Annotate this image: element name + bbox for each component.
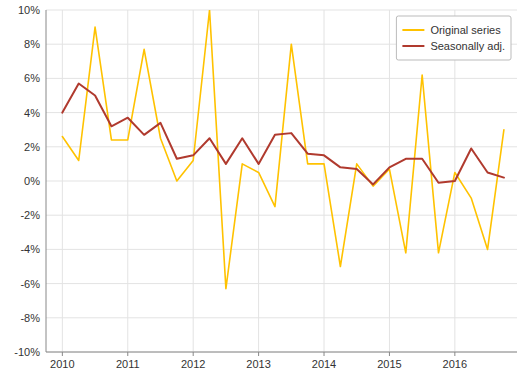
y-tick-label: 2% (24, 141, 40, 153)
x-tick (62, 352, 63, 356)
series-line (62, 84, 504, 185)
x-tick-label: 2011 (116, 358, 140, 370)
legend-label: Seasonally adj. (430, 40, 505, 52)
y-tick-label: 0% (24, 175, 40, 187)
x-tick-label: 2013 (246, 358, 270, 370)
x-tick (127, 352, 128, 356)
legend-label: Original series (430, 24, 501, 36)
y-axis-line (46, 10, 47, 352)
y-grid-line (46, 112, 517, 113)
y-tick-label: 6% (24, 72, 40, 84)
x-tick (454, 352, 455, 356)
chart: 2010 2011 2012 2013 2014 2015 2016 -10% -8% -6% -4… (0, 0, 529, 378)
x-grid-line (324, 10, 325, 352)
x-grid-line (127, 10, 128, 352)
x-axis-line (46, 352, 517, 353)
y-tick-label: -10% (14, 346, 40, 358)
legend-swatch (402, 29, 424, 31)
x-tick (193, 352, 194, 356)
legend-box (396, 16, 511, 60)
y-grid-line (46, 317, 517, 318)
x-grid-line (193, 10, 194, 352)
y-grid-line (46, 78, 517, 79)
x-tick-label: 2015 (377, 358, 401, 370)
x-tick (258, 352, 259, 356)
x-tick-label: 2014 (312, 358, 336, 370)
y-tick-label: 10% (18, 4, 40, 16)
y-tick-label: 4% (24, 107, 40, 119)
legend-swatch (402, 45, 424, 47)
x-grid-line (62, 10, 63, 352)
y-grid-line (46, 352, 517, 353)
grid (46, 10, 517, 352)
x-grid-line (258, 10, 259, 352)
x-tick-label: 2010 (50, 358, 74, 370)
y-tick-label: -2% (20, 209, 40, 221)
x-grid-line (389, 10, 390, 352)
y-tick-label: -4% (20, 243, 40, 255)
x-tick (389, 352, 390, 356)
y-tick-label: -8% (20, 312, 40, 324)
y-tick-label: 8% (24, 38, 40, 50)
legend: Original series Seasonally adj. (396, 16, 511, 60)
y-tick-label: -6% (20, 278, 40, 290)
x-tick-label: 2016 (443, 358, 467, 370)
y-grid-line (46, 10, 517, 11)
y-grid-line (46, 249, 517, 250)
x-tick-label: 2012 (181, 358, 205, 370)
y-grid-line (46, 283, 517, 284)
x-tick (324, 352, 325, 356)
